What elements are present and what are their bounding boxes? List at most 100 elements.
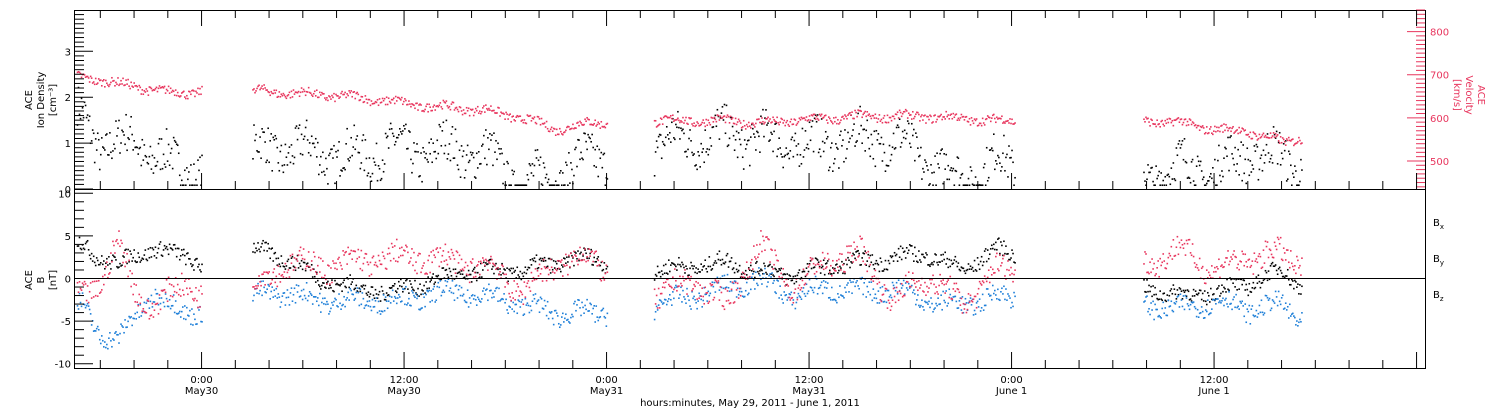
bz-point bbox=[778, 276, 780, 278]
density-point bbox=[185, 184, 187, 186]
density-point bbox=[590, 141, 592, 143]
by-point bbox=[781, 298, 783, 300]
bx-point bbox=[898, 248, 900, 250]
velocity-point bbox=[346, 93, 348, 95]
velocity-point bbox=[713, 121, 715, 123]
bx-point bbox=[753, 271, 755, 273]
bz-point bbox=[375, 262, 377, 264]
bx-point bbox=[139, 261, 141, 263]
by-point bbox=[1245, 321, 1247, 323]
density-point bbox=[341, 170, 343, 172]
bx-point bbox=[669, 271, 671, 273]
density-point bbox=[282, 165, 284, 167]
bz-point bbox=[537, 270, 539, 272]
by-point bbox=[300, 295, 302, 297]
density-point bbox=[196, 184, 198, 186]
density-point bbox=[958, 157, 960, 159]
density-point bbox=[331, 148, 333, 150]
by-point bbox=[292, 300, 294, 302]
bz-point bbox=[1209, 275, 1211, 277]
bz-point bbox=[955, 290, 957, 292]
by-point bbox=[673, 298, 675, 300]
density-point bbox=[172, 168, 174, 170]
bz-point bbox=[807, 273, 809, 275]
by-point bbox=[113, 339, 115, 341]
by-point bbox=[888, 290, 890, 292]
density-point bbox=[103, 147, 105, 149]
by-point bbox=[174, 312, 176, 314]
velocity-point bbox=[98, 78, 100, 80]
bx-point bbox=[964, 270, 966, 272]
bz-point bbox=[331, 282, 333, 284]
by-point bbox=[456, 284, 458, 286]
bx-point bbox=[518, 276, 520, 278]
density-point bbox=[1233, 164, 1235, 166]
bx-point bbox=[299, 263, 301, 265]
velocity-point bbox=[935, 121, 937, 123]
by-point bbox=[303, 289, 305, 291]
bx-point bbox=[327, 281, 329, 283]
bz-point bbox=[1244, 253, 1246, 255]
by-point bbox=[379, 310, 381, 312]
velocity-point bbox=[679, 122, 681, 124]
density-point bbox=[410, 159, 412, 161]
by-point bbox=[556, 312, 558, 314]
by-point bbox=[729, 290, 731, 292]
bx-point bbox=[258, 248, 260, 250]
velocity-point bbox=[88, 77, 90, 79]
bz-point bbox=[377, 266, 379, 268]
bx-point bbox=[1161, 299, 1163, 301]
density-point bbox=[846, 148, 848, 150]
by-point bbox=[288, 296, 290, 298]
by-point bbox=[919, 306, 921, 308]
density-point bbox=[415, 151, 417, 153]
bx-point bbox=[92, 260, 94, 262]
density-tick-label: 1 bbox=[65, 139, 71, 150]
top-left-label-line-1: ACE bbox=[24, 90, 35, 110]
density-point bbox=[910, 146, 912, 148]
bx-point bbox=[1224, 288, 1226, 290]
by-point bbox=[943, 300, 945, 302]
density-point bbox=[447, 158, 449, 160]
velocity-point bbox=[912, 111, 914, 113]
by-point bbox=[763, 273, 765, 275]
by-point bbox=[79, 293, 81, 295]
bz-point bbox=[419, 253, 421, 255]
bx-point bbox=[840, 267, 842, 269]
velocity-point bbox=[596, 124, 598, 126]
bz-point bbox=[491, 259, 493, 261]
bx-point bbox=[274, 252, 276, 254]
by-point bbox=[1271, 308, 1273, 310]
by-point bbox=[812, 289, 814, 291]
by-point bbox=[576, 304, 578, 306]
bz-point bbox=[892, 299, 894, 301]
velocity-point bbox=[1270, 132, 1272, 134]
by-point bbox=[1273, 301, 1275, 303]
by-point bbox=[1144, 300, 1146, 302]
by-point bbox=[1301, 312, 1303, 314]
by-point bbox=[541, 298, 543, 300]
density-point bbox=[897, 124, 899, 126]
bz-point bbox=[1148, 273, 1150, 275]
velocity-point bbox=[991, 117, 993, 119]
density-point bbox=[328, 155, 330, 157]
by-point bbox=[1288, 317, 1290, 319]
by-point bbox=[152, 306, 154, 308]
density-point bbox=[152, 155, 154, 157]
velocity-point bbox=[427, 111, 429, 113]
bz-point bbox=[469, 282, 471, 284]
by-point bbox=[280, 306, 282, 308]
density-point bbox=[384, 163, 386, 165]
by-point bbox=[506, 309, 508, 311]
bx-point bbox=[497, 269, 499, 271]
by-point bbox=[110, 340, 112, 342]
bz-point bbox=[1236, 267, 1238, 269]
velocity-point bbox=[875, 113, 877, 115]
bx-point bbox=[888, 260, 890, 262]
by-point bbox=[574, 301, 576, 303]
bx-point bbox=[272, 260, 274, 262]
velocity-point bbox=[1237, 133, 1239, 135]
velocity-point bbox=[1297, 141, 1299, 143]
by-point bbox=[533, 294, 535, 296]
bz-point bbox=[879, 282, 881, 284]
